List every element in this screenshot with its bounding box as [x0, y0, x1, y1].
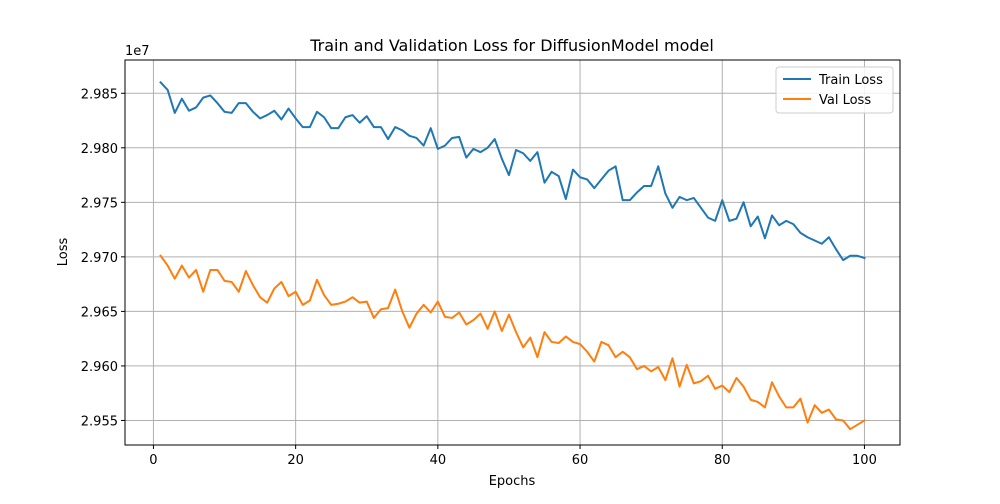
series-line-train-loss	[159, 80, 866, 262]
legend: Train Loss Val Loss	[775, 66, 894, 114]
x-tick-label: 20	[287, 453, 304, 468]
x-tick-label: 100	[852, 453, 877, 468]
x-tick-label: 60	[572, 453, 589, 468]
y-tick-label: 2.960	[81, 360, 118, 375]
y-tick-label: 2.975	[81, 196, 118, 211]
x-tick-label: 80	[714, 453, 731, 468]
x-axis-label: Epochs	[489, 474, 536, 489]
y-axis-offset-label: 1e7	[125, 44, 150, 59]
x-tick-label: 40	[430, 453, 447, 468]
ticks: 0 20 40 60 80 100 2.955 2.960 2.965 2.970 2.975 2.9…	[81, 87, 877, 468]
grid	[125, 60, 900, 445]
y-tick-label: 2.970	[81, 251, 118, 266]
y-tick-label: 2.965	[81, 305, 118, 320]
axes-frame	[124, 59, 901, 446]
y-axis-label: Loss	[56, 238, 71, 267]
series-line-val-loss	[159, 254, 866, 431]
chart-title: Train and Validation Loss for DiffusionM…	[309, 36, 714, 55]
y-tick-label: 2.985	[81, 87, 118, 102]
x-tick-label: 0	[149, 453, 157, 468]
y-tick-label: 2.955	[81, 414, 118, 429]
y-tick-label: 2.980	[81, 142, 118, 157]
legend-label-val-loss: Val Loss	[819, 93, 871, 108]
legend-label-train-loss: Train Loss	[818, 73, 883, 88]
series-layer	[159, 80, 866, 431]
